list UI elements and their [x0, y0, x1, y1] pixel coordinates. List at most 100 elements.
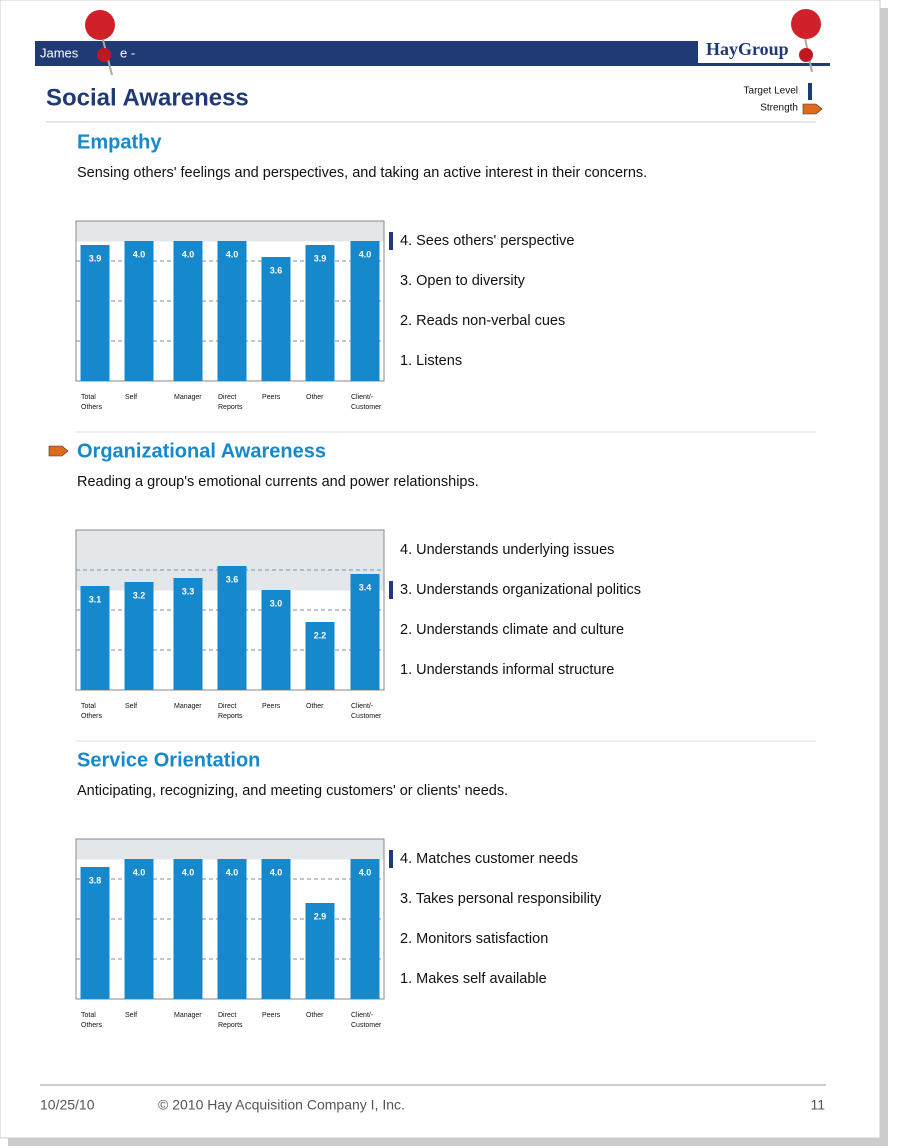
bar: [124, 859, 154, 999]
category-label: Manager: [174, 1012, 202, 1019]
legend-target-icon: [808, 83, 812, 100]
strength-marker: [48, 445, 69, 457]
section-title: Organizational Awareness: [77, 440, 326, 462]
category-label: Peers: [262, 394, 281, 401]
level-label: 1. Understands informal structure: [400, 662, 614, 678]
pin: [791, 9, 821, 73]
bar: [173, 578, 203, 690]
category-label: Manager: [174, 394, 202, 401]
category-label: Other: [306, 703, 324, 710]
category-label: Manager: [174, 703, 202, 710]
level-label: 4. Matches customer needs: [400, 851, 578, 867]
category-label: Other: [306, 394, 324, 401]
bar: [124, 582, 154, 690]
bar: [305, 622, 335, 690]
section-description: Anticipating, recognizing, and meeting c…: [77, 783, 508, 799]
footer-date: 10/25/10: [40, 1097, 95, 1113]
header-bar: [35, 41, 830, 66]
level-label: 3. Takes personal responsibility: [400, 891, 602, 907]
section-description: Reading a group's emotional currents and…: [77, 474, 479, 490]
bar-value-label: 3.4: [359, 582, 372, 592]
level-label: 1. Makes self available: [400, 971, 547, 987]
level-label: 2. Reads non-verbal cues: [400, 313, 565, 329]
pin: [85, 10, 115, 76]
bar: [217, 859, 247, 999]
bar: [80, 586, 110, 690]
bar-value-label: 3.1: [89, 594, 102, 604]
bar: [80, 867, 110, 999]
level-label: 2. Understands climate and culture: [400, 622, 624, 638]
bar-value-label: 3.6: [226, 574, 239, 584]
legend-target: Target Level: [744, 86, 798, 97]
target-band: [76, 221, 384, 242]
bar-value-label: 4.0: [133, 867, 146, 877]
level-label: 4. Understands underlying issues: [400, 542, 614, 558]
category-label: Direct Reports: [218, 703, 243, 720]
bar: [261, 859, 291, 999]
page-title: Social Awareness: [46, 84, 249, 111]
category-label: Self: [125, 703, 137, 710]
level-label: 4. Sees others' perspective: [400, 233, 574, 249]
logo: HayGroup: [706, 39, 789, 59]
bar: [173, 859, 203, 999]
header-name-end: e -: [120, 45, 135, 60]
header-name: James: [40, 45, 79, 60]
bar: [350, 859, 380, 999]
category-label: Self: [125, 1012, 137, 1019]
category-label: Peers: [262, 703, 281, 710]
bar: [217, 566, 247, 690]
bar: [217, 241, 247, 381]
footer-page: 11: [810, 1097, 825, 1113]
bar-value-label: 3.9: [89, 253, 102, 263]
bar: [350, 241, 380, 381]
category-label: Total Others: [81, 394, 103, 411]
bar-value-label: 3.8: [89, 875, 102, 885]
level-label: 2. Monitors satisfaction: [400, 931, 548, 947]
category-label: Other: [306, 1012, 324, 1019]
legend-strength-icon: [802, 103, 823, 115]
level-label: 1. Listens: [400, 353, 462, 369]
bar-value-label: 3.6: [270, 265, 283, 275]
bar: [350, 574, 380, 690]
category-label: Client/-Customer: [351, 1012, 382, 1029]
section-title: Empathy: [77, 131, 162, 153]
bar: [80, 245, 110, 381]
target-marker: [389, 581, 393, 599]
footer-copyright: © 2010 Hay Acquisition Company I, Inc.: [158, 1097, 405, 1113]
bar-value-label: 3.3: [182, 586, 195, 596]
bar: [261, 590, 291, 690]
level-label: 3. Understands organizational politics: [400, 582, 641, 598]
bar-value-label: 4.0: [226, 867, 239, 877]
target-marker: [389, 850, 393, 868]
target-band: [76, 839, 384, 860]
bar-value-label: 4.0: [270, 867, 283, 877]
category-label: Self: [125, 394, 137, 401]
section-title: Service Orientation: [77, 749, 260, 771]
category-label: Peers: [262, 1012, 281, 1019]
bar-value-label: 2.2: [314, 630, 327, 640]
category-label: Direct Reports: [218, 1012, 243, 1029]
logo-box: [698, 40, 830, 63]
category-label: Direct Reports: [218, 394, 243, 411]
bar-value-label: 3.0: [270, 598, 283, 608]
section-description: Sensing others' feelings and perspective…: [77, 165, 647, 181]
bar-value-label: 4.0: [359, 867, 372, 877]
bar-value-label: 4.0: [133, 249, 146, 259]
legend-strength: Strength: [760, 103, 798, 114]
category-label: Total Others: [81, 703, 103, 720]
bar: [124, 241, 154, 381]
category-label: Client/-Customer: [351, 394, 382, 411]
bar-value-label: 3.2: [133, 590, 146, 600]
bar: [261, 257, 291, 381]
bar: [173, 241, 203, 381]
category-label: Total Others: [81, 1012, 103, 1029]
bar-value-label: 4.0: [359, 249, 372, 259]
bar-value-label: 4.0: [182, 867, 195, 877]
category-label: Client/-Customer: [351, 703, 382, 720]
bar-value-label: 2.9: [314, 911, 327, 921]
bar-value-label: 4.0: [182, 249, 195, 259]
target-marker: [389, 232, 393, 250]
bar: [305, 903, 335, 999]
